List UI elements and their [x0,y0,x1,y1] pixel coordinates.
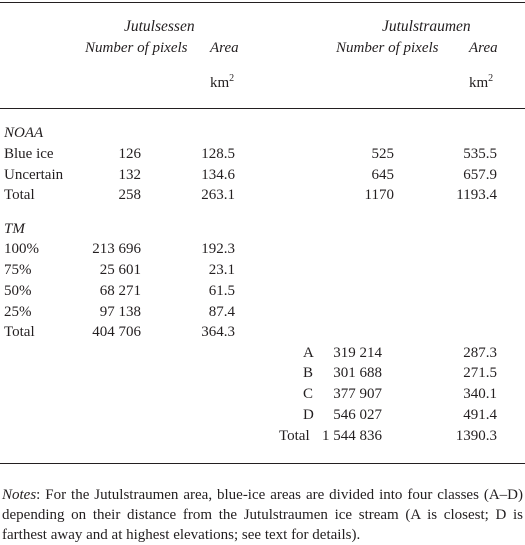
tm-pixels: 213 696 [92,241,141,257]
class-pixels: 377 907 [333,386,382,402]
notes-label: Notes [2,487,37,503]
section-tm: TM [4,221,25,237]
notes-text: : For the Jutulstraumen area, blue-ice a… [2,487,523,543]
tm-pixels: 25 601 [99,262,141,278]
class-area: 491.4 [463,407,497,423]
class-pixels: 301 688 [333,365,382,381]
tm-area: 87.4 [208,304,235,320]
header-jutulstraumen-unit: km2 [469,73,494,91]
noaa-row-label: Uncertain [4,167,64,183]
noaa-j-pixels: 258 [118,187,142,203]
noaa-j-pixels: 126 [118,146,142,162]
class-label: A [303,345,314,361]
noaa-row-label: Total [4,187,35,203]
tm-pixels: 68 271 [99,283,141,299]
tm-area: 192.3 [201,241,235,257]
class-label: D [303,407,314,423]
header-jutulsessen-unit: km2 [210,73,235,91]
class-pixels: 319 214 [333,345,382,361]
header-jutulstraumen: Jutulstraumen [382,18,471,35]
header-jutulsessen-pixels: Number of pixels [85,40,188,56]
class-area: 271.5 [463,365,497,381]
header-jutulsessen: Jutulsessen [124,18,195,35]
noaa-j-area: 263.1 [201,187,235,203]
class-pixels: 546 027 [333,407,382,423]
header-jutulsessen-area: Area [210,40,239,56]
noaa-s-pixels: 645 [371,167,395,183]
noaa-j-area: 128.5 [201,146,235,162]
header-rule [0,108,525,109]
noaa-j-area: 134.6 [201,167,235,183]
tm-row-label: 25% [4,304,32,320]
noaa-s-area: 535.5 [463,146,497,162]
tm-row-label: 100% [4,241,39,257]
noaa-s-area: 1193.4 [456,187,497,203]
header-jutulstraumen-area: Area [469,40,498,56]
tm-pixels: 97 138 [99,304,141,320]
noaa-j-pixels: 132 [118,167,142,183]
tm-row-label: Total [4,324,35,340]
top-rule [0,2,525,3]
class-pixels: 1 544 836 [322,428,382,444]
class-label: B [303,365,314,381]
table-notes: Notes: For the Jutulstraumen area, blue-… [2,485,523,545]
class-label: C [303,386,314,402]
tm-row-label: 50% [4,283,32,299]
noaa-s-pixels: 1170 [364,187,394,203]
header-jutulstraumen-pixels: Number of pixels [336,40,439,56]
tm-row-label: 75% [4,262,32,278]
class-area: 287.3 [463,345,497,361]
noaa-s-pixels: 525 [371,146,395,162]
class-area: 340.1 [463,386,497,402]
bottom-rule [0,463,525,464]
tm-pixels: 404 706 [92,324,141,340]
class-label: Total [279,428,310,444]
section-noaa: NOAA [4,125,44,141]
tm-area: 61.5 [208,283,235,299]
noaa-row-label: Blue ice [4,146,54,162]
tm-area: 364.3 [201,324,235,340]
class-area: 1390.3 [455,428,497,444]
noaa-s-area: 657.9 [463,167,497,183]
tm-area: 23.1 [208,262,235,278]
